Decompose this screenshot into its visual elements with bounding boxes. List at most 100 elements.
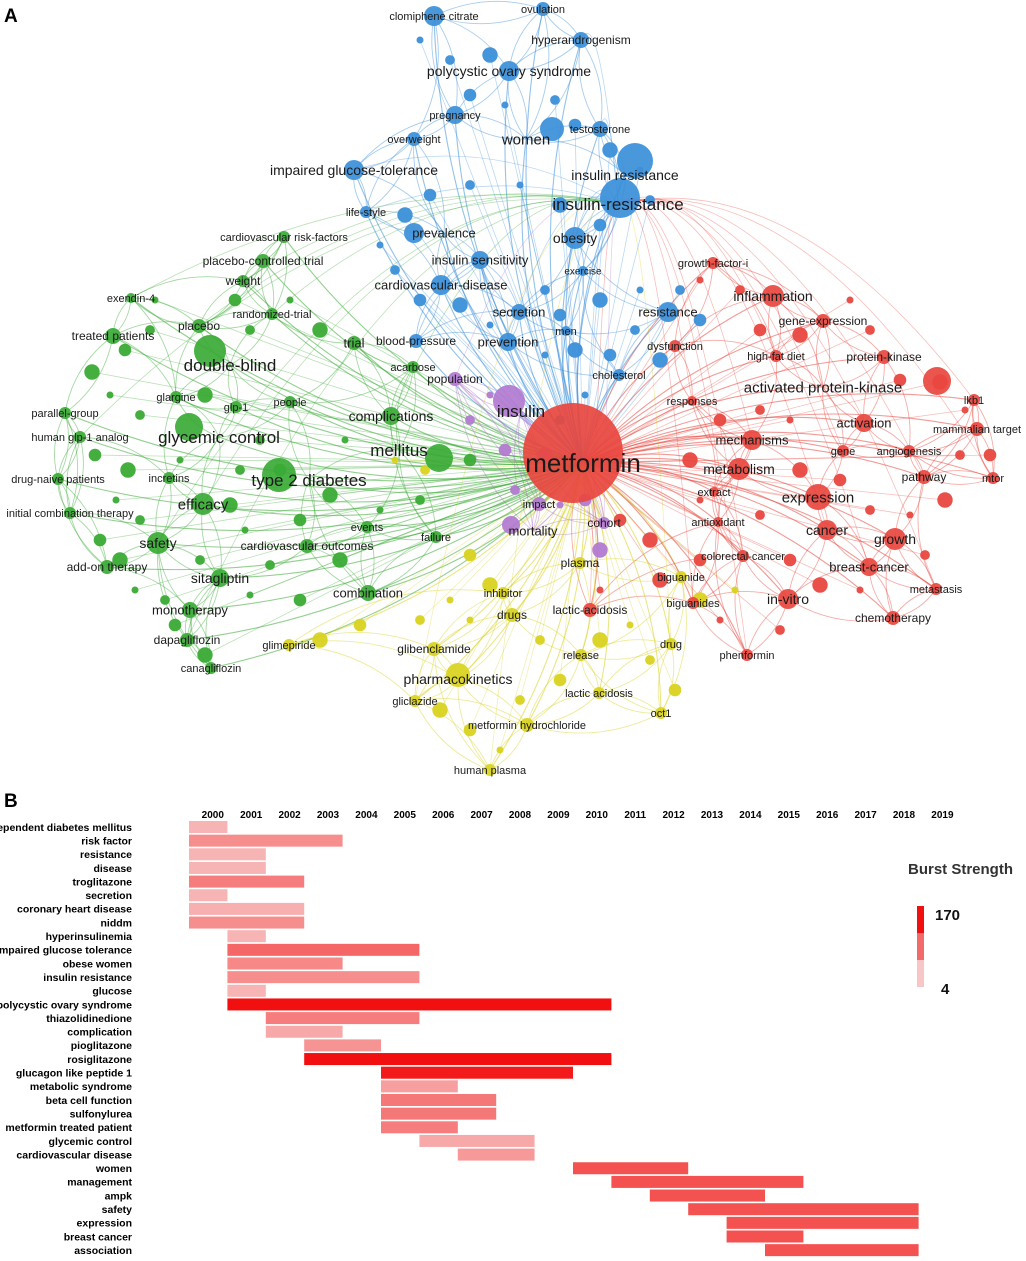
network-node-phenformin (741, 649, 753, 661)
network-node-yellow-minor (645, 655, 655, 665)
network-label-mammalian-target: mammalian target (933, 424, 1021, 436)
network-node-biguanide (675, 571, 687, 583)
edge-lkb1-angiogenesis (908, 399, 975, 452)
edge-prevalence-overweight (413, 138, 445, 234)
burst-keyword-obese-women: obese women (63, 958, 132, 970)
edge-green-minor (139, 414, 584, 464)
network-node-green-minor (135, 515, 145, 525)
network-node-red-minor (920, 550, 930, 560)
network-node-double-blind (194, 335, 226, 367)
edge-men-exercise (565, 270, 584, 332)
edge-insulin-sensitivity-prevention (479, 259, 509, 343)
edge-red-minor (582, 462, 821, 586)
network-node-glimepiride (283, 639, 295, 651)
edge-trial-complications (353, 342, 392, 417)
edge-mortality-population (454, 378, 534, 532)
network-label-activation: activation (837, 416, 892, 431)
network-node-green-minor (245, 325, 255, 335)
edge-people-type-2-diabetes (289, 401, 311, 481)
network-node-blue-minor (592, 292, 608, 308)
network-node-blue-minor (593, 218, 607, 232)
network-node-green-minor (160, 595, 170, 605)
network-node-green-minor (197, 387, 213, 403)
edge-red-minor (582, 462, 911, 516)
network-label-cholesterol: cholesterol (592, 370, 645, 382)
network-node-blue-minor (645, 195, 655, 205)
burst-keyword-coronary-heart-disease: coronary heart disease (17, 904, 132, 916)
edge-cardiovascular-risk-factors-placebo (198, 236, 285, 327)
network-label-drug: drug (660, 639, 682, 651)
network-label-oct1: oct1 (651, 708, 672, 720)
network-node-purple-minor (498, 443, 512, 457)
network-label-type-2-diabetes: type 2 diabetes (251, 471, 366, 490)
edge-red-minor (582, 462, 791, 561)
network-node-red-minor (642, 532, 658, 548)
network-node-yellow-minor (731, 586, 739, 594)
network-node-green-minor (235, 465, 245, 475)
network-node-green-minor (106, 391, 114, 399)
network-node-blue-minor (516, 181, 524, 189)
edge-exendin-4-insulin-resistance (130, 194, 619, 299)
edge-chemotherapy-in-vitro (787, 598, 894, 622)
burst-bar-association (765, 1244, 919, 1257)
network-node-yellow-minor (482, 577, 498, 593)
network-node-men (561, 326, 571, 336)
edge-safety-insulin-resistance (157, 199, 619, 544)
edge-randomized-trial-placebo (198, 313, 273, 329)
edge-weight-insulin-resistance (242, 193, 619, 282)
network-node-blue-minor (652, 352, 668, 368)
burst-bar-beta-cell-function (381, 1094, 497, 1106)
edge-ovulation-metformin (525, 8, 584, 464)
network-node-add-on-therapy (100, 560, 114, 574)
edge-green-minor (119, 462, 584, 561)
edge-human-glp-1-analog-initial-combination-therapy (69, 436, 84, 514)
network-label-testosterone: testosterone (570, 124, 631, 136)
edge-protein-kinase-angiogenesis (883, 356, 911, 452)
network-node-red-minor (775, 625, 785, 635)
burst-keyword-pioglitazone: pioglitazone (71, 1040, 132, 1052)
network-node-green-minor (112, 496, 120, 504)
network-node-efficacy (192, 493, 214, 515)
burst-keyword-resistance: resistance (80, 849, 132, 861)
network-node-blue-minor (390, 265, 400, 275)
edge-women-insulin-resistance (525, 138, 626, 176)
edge-pathway-insulin-resistance (617, 199, 925, 478)
network-node-blue-minor (376, 241, 384, 249)
burst-keyword-glucagon-like-peptide-1: glucagon like peptide 1 (16, 1068, 132, 1080)
edge-testosterone-hyperandrogenism (578, 39, 601, 130)
network-label-resistance: resistance (638, 305, 697, 320)
edge-resistance-obesity (574, 237, 669, 313)
edge-yellow-minor (499, 462, 584, 751)
edge-green-minor (179, 459, 584, 464)
network-node-antioxidant (713, 517, 723, 527)
edge-double-blind-randomized-trial (229, 313, 273, 366)
edge-prevalence-life-style (365, 211, 445, 235)
edge-yellow-minor (319, 462, 584, 641)
network-node-yellow-minor (463, 548, 477, 562)
network-node-people (284, 396, 296, 408)
year-tick-2010: 2010 (586, 810, 609, 821)
network-node-blue-minor (602, 142, 618, 158)
network-node-red-minor (865, 505, 875, 515)
edge-dapagliflozin-safety (156, 542, 188, 641)
edge-green-minor (204, 394, 584, 464)
burst-keyword-thiazolidinedione: thiazolidinedione (46, 1013, 132, 1025)
network-node-drugs (505, 608, 519, 622)
network-node-purple-minor (592, 542, 608, 558)
burst-bar-ampk (649, 1189, 765, 1202)
edge-blue-minor (489, 54, 584, 464)
network-label-insulin-resistance: insulin resistance (571, 167, 679, 183)
edge-drug-release (580, 643, 672, 660)
network-label-human-glp-1-analog: human glp-1 analog (31, 432, 128, 444)
edge-growth-factor-i-gene-expression (712, 262, 824, 322)
network-node-women (540, 117, 564, 141)
edge-human-plasma-glibenclamide (433, 648, 491, 771)
year-tick-2002: 2002 (278, 810, 301, 821)
burst-bar-dependent-diabetes-mellitus (189, 821, 228, 833)
edge-pathway-mammalian-target (923, 428, 978, 478)
edge-gene-expression-activated-protein-kinase (822, 320, 830, 388)
edge-drugs-release (511, 614, 582, 656)
edge-hyperandrogenism-testosterone (580, 39, 603, 130)
edge-events-type-2-diabetes (308, 479, 368, 528)
